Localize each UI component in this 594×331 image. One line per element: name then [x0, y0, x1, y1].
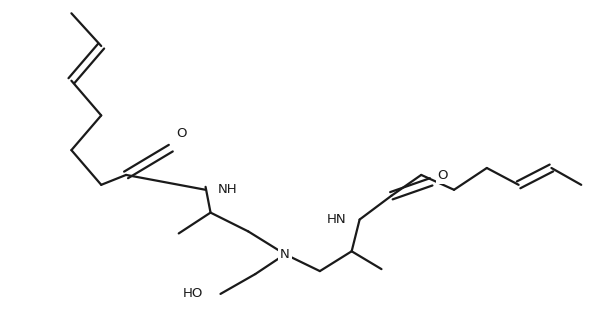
- Text: HN: HN: [327, 213, 347, 226]
- Text: N: N: [280, 248, 290, 261]
- Text: HO: HO: [182, 287, 203, 301]
- Text: NH: NH: [217, 183, 237, 196]
- Text: O: O: [438, 169, 448, 182]
- Text: O: O: [176, 127, 187, 140]
